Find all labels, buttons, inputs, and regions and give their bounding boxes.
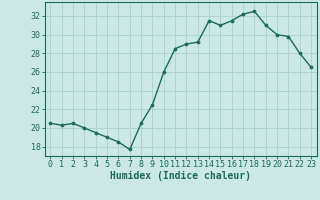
X-axis label: Humidex (Indice chaleur): Humidex (Indice chaleur) — [110, 171, 251, 181]
